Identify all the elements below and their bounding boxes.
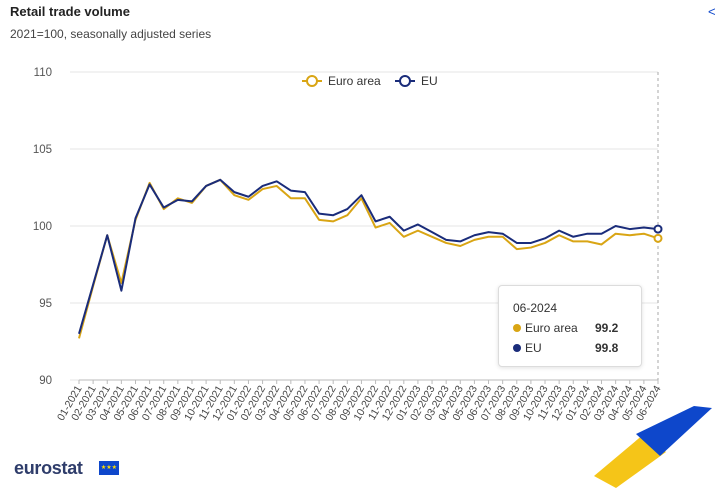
legend[interactable]: Euro area EU xyxy=(302,74,438,88)
series-group xyxy=(78,178,663,339)
tooltip-label: Euro area xyxy=(525,321,578,335)
y-tick-label: 100 xyxy=(33,221,52,233)
eu-flag-icon: ★★★ xyxy=(99,461,119,475)
eurostat-logo: eurostat xyxy=(14,458,83,478)
x-axis: 01-202102-202103-202104-202105-202106-20… xyxy=(55,380,664,423)
decorative-swoosh-icon xyxy=(594,406,712,488)
eu-dot-icon xyxy=(513,344,521,352)
tooltip-value: 99.8 xyxy=(595,341,619,355)
y-tick-label: 110 xyxy=(34,67,52,79)
chart-title: Retail trade volume xyxy=(10,4,130,19)
hover-point-eu[interactable] xyxy=(653,224,663,234)
tooltip-label: EU xyxy=(525,341,542,355)
y-tick-label: 95 xyxy=(39,298,52,310)
tooltip-value: 99.2 xyxy=(595,321,619,335)
legend-item-eu[interactable]: EU xyxy=(395,74,438,88)
tooltip: 06-2024 Euro area 99.2 EU 99.8 xyxy=(498,285,642,367)
legend-label-eu: EU xyxy=(421,74,438,88)
legend-item-euro-area[interactable]: Euro area xyxy=(302,74,381,88)
y-tick-label: 90 xyxy=(39,375,52,387)
chart-subtitle: 2021=100, seasonally adjusted series xyxy=(10,27,212,41)
y-axis: 90 95 100 105 110 xyxy=(33,67,52,387)
hover-point-euro-area[interactable] xyxy=(653,233,663,243)
euro-area-dot-icon xyxy=(513,324,521,332)
series-line-eu[interactable] xyxy=(78,178,659,335)
tooltip-row-eu: EU 99.8 xyxy=(513,341,633,357)
share-icon[interactable]: < xyxy=(708,4,716,19)
legend-label-euro-area: Euro area xyxy=(328,74,381,88)
y-tick-label: 105 xyxy=(33,144,52,156)
tooltip-period: 06-2024 xyxy=(513,301,558,315)
tooltip-row-euro-area: Euro area 99.2 xyxy=(513,321,633,337)
